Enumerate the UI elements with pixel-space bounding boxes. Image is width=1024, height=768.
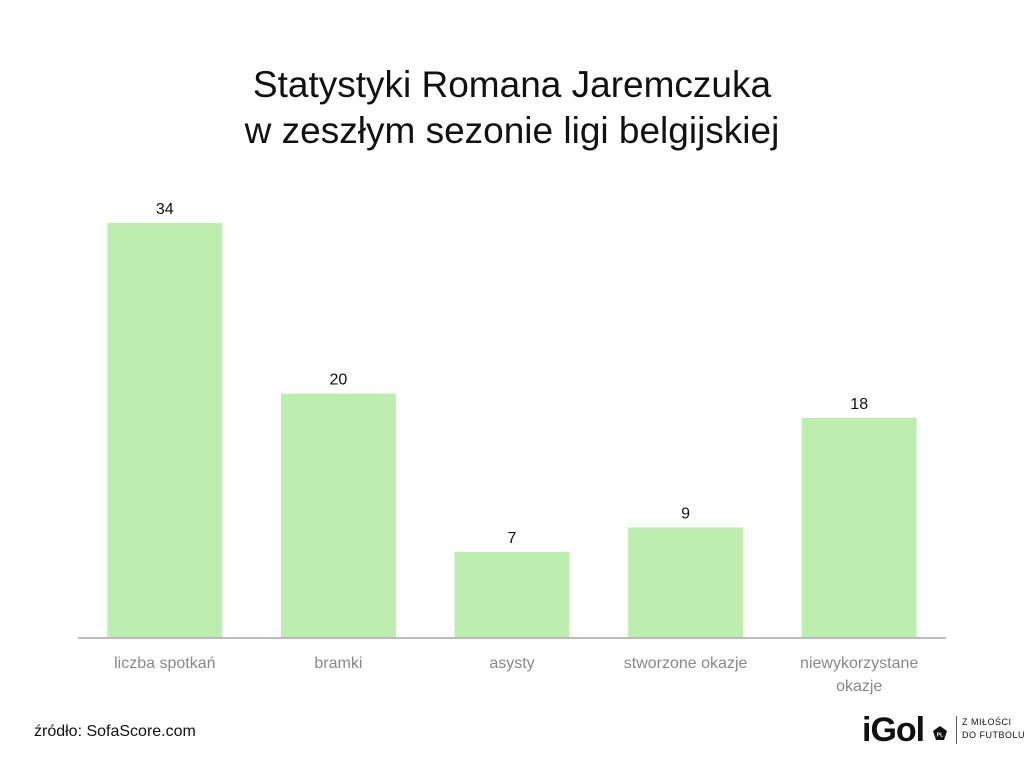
category-label-1: bramki	[314, 655, 362, 672]
category-label-4-line-1: okazje	[836, 678, 882, 695]
chart-title-line-2: w zeszłym sezonie ligi belgijskiej	[244, 110, 780, 151]
value-label-3: 9	[681, 505, 690, 522]
value-label-0: 34	[156, 201, 174, 218]
value-label-2: 7	[508, 530, 517, 547]
chart-title-line-1: Statystyki Romana Jaremczuka	[252, 64, 772, 105]
bar-2	[454, 551, 570, 637]
logo-badge: PL	[937, 733, 943, 739]
logo-ball-icon: PL	[933, 726, 947, 740]
value-label-4: 18	[850, 396, 868, 413]
logo-wordmark: iGol	[862, 711, 925, 749]
bar-3	[628, 527, 744, 637]
category-label-2: asysty	[489, 655, 534, 672]
logo-tagline-line-2: DO FUTBOLU	[962, 730, 1024, 740]
logo-tagline: Z MIŁOŚCI DO FUTBOLU	[962, 716, 1024, 742]
source-note: źródło: SofaScore.com	[34, 723, 196, 740]
logo-divider	[956, 716, 957, 744]
bar-0	[107, 223, 223, 637]
bar-1	[280, 393, 396, 637]
category-label-3: stworzone okazje	[624, 655, 748, 672]
bar-4	[801, 417, 917, 637]
chart-title: Statystyki Romana Jaremczuka w zeszłym s…	[0, 62, 1024, 154]
igol-logo: iGol PL Z MIŁOŚCI DO FUTBOLU	[862, 708, 1024, 752]
category-label-4-line-0: niewykorzystane	[800, 655, 918, 672]
category-label-0: liczba spotkań	[114, 655, 215, 672]
logo-tagline-line-1: Z MIŁOŚCI	[962, 717, 1012, 727]
value-label-1: 20	[330, 372, 348, 389]
